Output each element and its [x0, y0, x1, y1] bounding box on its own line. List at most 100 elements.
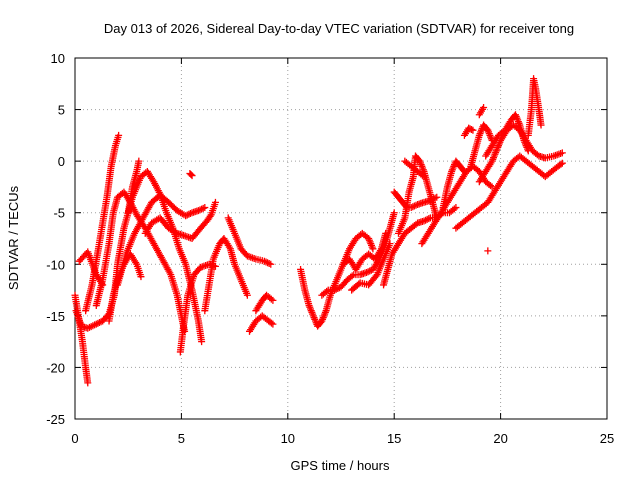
data-point	[480, 104, 488, 112]
data-point	[332, 285, 340, 293]
data-point	[135, 157, 143, 165]
data-point	[366, 267, 374, 275]
data-point	[469, 126, 477, 134]
data-point	[558, 149, 566, 157]
data-point	[382, 229, 390, 237]
series-track-24	[439, 157, 468, 212]
data-point	[260, 257, 268, 265]
x-tick-label: 5	[178, 431, 185, 446]
data-point	[557, 160, 565, 168]
series-track-28	[524, 75, 545, 139]
data-point	[486, 182, 494, 190]
data-point	[418, 171, 426, 179]
x-tick-label: 15	[387, 431, 401, 446]
tick-labels: 0 5 10 15 20 25 -25 -20 -15 -10 -5 0 5 10	[46, 51, 614, 446]
series-track-1	[71, 291, 92, 387]
y-tick-label: 0	[58, 154, 65, 169]
data-point	[185, 210, 193, 218]
data-point	[95, 319, 103, 327]
data-point	[420, 173, 428, 181]
data-point	[198, 205, 206, 213]
data-point	[323, 287, 331, 295]
series-track-11	[186, 170, 196, 180]
data-point	[201, 204, 209, 212]
plot-frame	[74, 57, 608, 420]
series-track-30	[475, 104, 488, 119]
series-track-31	[460, 124, 477, 139]
series-track-25	[452, 152, 566, 232]
data-point	[199, 204, 207, 212]
data-point	[468, 126, 476, 134]
data-point	[331, 286, 339, 294]
series-track-20	[380, 204, 460, 289]
y-tick-label: -25	[46, 412, 65, 427]
x-tick-label: 0	[71, 431, 78, 446]
y-tick-label: 10	[51, 51, 65, 66]
series-track-7	[114, 191, 209, 289]
chart-title: Day 013 of 2026, Sidereal Day-to-day VTE…	[104, 21, 574, 36]
data-point	[196, 206, 204, 214]
data-point	[115, 131, 123, 139]
y-tick-label: -20	[46, 360, 65, 375]
data-point	[94, 319, 102, 327]
data-point	[348, 272, 356, 280]
series-track-18	[339, 229, 390, 273]
data-point	[425, 215, 433, 223]
y-tick-label: -10	[46, 257, 65, 272]
data-point	[187, 171, 195, 179]
data-point	[488, 137, 496, 145]
data-point	[269, 320, 277, 328]
data-point	[198, 338, 206, 346]
data-point	[267, 319, 275, 327]
series-track-33	[401, 157, 428, 181]
data-point	[137, 273, 145, 281]
series-track-12	[201, 235, 251, 315]
x-tick-label: 20	[493, 431, 507, 446]
series-track-32	[484, 247, 492, 255]
data-point	[369, 245, 377, 253]
y-axis-label: SDTVAR / TECUs	[6, 185, 21, 290]
data-point	[460, 167, 468, 175]
x-tick-label: 25	[600, 431, 614, 446]
data-point	[194, 207, 202, 215]
series-track-14	[245, 312, 277, 335]
y-tick-label: -15	[46, 309, 65, 324]
data-point	[450, 205, 458, 213]
series-track-6	[75, 248, 107, 289]
data-point	[267, 260, 275, 268]
series-track-16	[297, 229, 377, 330]
series-track-19	[348, 240, 394, 294]
data-point	[206, 212, 214, 220]
series-track-2	[72, 167, 206, 346]
series-track-29	[467, 121, 496, 170]
data-point	[267, 295, 275, 303]
data-point	[262, 258, 270, 266]
data-point	[409, 203, 417, 211]
data-point	[524, 147, 532, 155]
series-track-13	[224, 214, 275, 268]
series-track-9	[141, 198, 219, 242]
data-point	[423, 215, 431, 223]
data-point	[412, 201, 420, 209]
data-point	[390, 209, 398, 217]
data-point	[364, 268, 372, 276]
data-point	[537, 121, 545, 129]
data-point	[99, 281, 107, 289]
data-point	[420, 217, 428, 225]
data-point	[243, 291, 251, 299]
x-tick-label: 10	[281, 431, 295, 446]
data-point	[182, 212, 190, 220]
data-point	[386, 240, 394, 248]
data-point	[558, 159, 566, 167]
data-point	[269, 296, 277, 304]
data-point	[84, 379, 92, 387]
data-point	[92, 320, 100, 328]
grid-lines	[75, 58, 607, 419]
axis-ticks	[74, 57, 608, 420]
data-point	[264, 259, 272, 267]
y-tick-label: 5	[58, 103, 65, 118]
data-point	[188, 172, 196, 180]
data-point	[211, 198, 219, 206]
data-point	[334, 285, 342, 293]
